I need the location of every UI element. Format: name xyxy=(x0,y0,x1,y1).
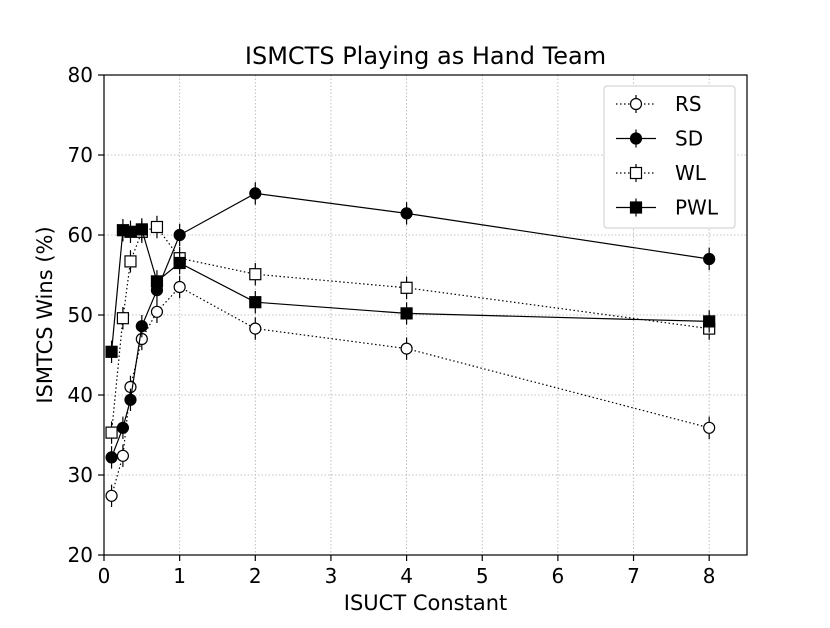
x-tick-label: 2 xyxy=(249,564,262,588)
legend-marker xyxy=(629,201,643,214)
data-point-sd xyxy=(105,451,118,464)
legend-marker xyxy=(629,132,643,145)
data-point-pwl xyxy=(150,275,164,288)
data-point-rs xyxy=(116,449,130,462)
legend: RS SD WL PWL xyxy=(603,85,736,229)
data-point-wl xyxy=(116,312,130,325)
y-tick-label: 60 xyxy=(68,223,93,247)
y-tick-label: 40 xyxy=(68,383,93,407)
data-point-pwl xyxy=(105,345,118,358)
data-point-sd xyxy=(124,393,137,406)
x-tick-label: 4 xyxy=(400,564,413,588)
x-tick-label: 5 xyxy=(476,564,489,588)
series-line-sd xyxy=(111,192,710,458)
data-point-sd xyxy=(703,252,716,266)
data-point-sd xyxy=(400,207,413,220)
series-wl xyxy=(105,215,716,444)
data-point-wl xyxy=(150,220,164,234)
x-tick-label: 0 xyxy=(98,564,111,588)
y-tick-label: 80 xyxy=(68,63,93,87)
legend-item-pwl: PWL xyxy=(616,196,719,220)
legend-item-sd: SD xyxy=(616,127,703,151)
data-point-rs xyxy=(150,305,164,318)
x-tick-label: 3 xyxy=(325,564,338,588)
legend-item-rs: RS xyxy=(616,92,702,116)
y-axis: 20 30 40 50 60 70 80 xyxy=(68,63,104,567)
chart-title: ISMCTS Playing as Hand Team xyxy=(245,42,606,70)
data-point-wl xyxy=(249,268,262,281)
legend-label: WL xyxy=(675,161,707,185)
data-point-sd xyxy=(249,187,262,200)
data-point-pwl xyxy=(400,307,413,320)
series-layer xyxy=(105,182,716,507)
legend-item-wl: WL xyxy=(616,161,707,185)
data-point-wl xyxy=(105,426,118,439)
legend-marker xyxy=(629,166,643,180)
x-tick-label: 8 xyxy=(703,564,716,588)
x-tick-label: 7 xyxy=(627,564,640,588)
legend-marker xyxy=(629,97,643,111)
data-point-rs xyxy=(249,322,262,335)
y-tick-label: 50 xyxy=(68,303,93,327)
y-tick-label: 30 xyxy=(68,463,93,487)
data-point-sd xyxy=(116,421,130,434)
data-point-sd xyxy=(135,320,148,333)
legend-box xyxy=(603,85,736,229)
data-point-rs xyxy=(400,342,413,355)
y-tick-label: 70 xyxy=(68,143,93,167)
series-line-wl xyxy=(110,226,710,433)
data-point-rs xyxy=(703,421,716,434)
data-point-sd xyxy=(173,228,186,242)
y-tick-label: 20 xyxy=(68,543,93,567)
y-axis-label: ISMTCS Wins (%) xyxy=(33,226,57,403)
data-point-pwl xyxy=(173,256,186,270)
legend-label: PWL xyxy=(675,196,719,220)
x-axis-label: ISUCT Constant xyxy=(344,591,507,615)
data-point-pwl xyxy=(124,225,137,238)
data-point-wl xyxy=(124,255,137,268)
x-axis: 0 1 2 3 4 5 6 7 8 xyxy=(98,555,716,588)
series-pwl xyxy=(105,218,716,363)
data-point-rs xyxy=(105,489,118,502)
data-point-pwl xyxy=(135,223,148,236)
data-point-pwl xyxy=(249,296,262,309)
data-point-rs xyxy=(173,280,186,294)
x-tick-label: 6 xyxy=(552,564,565,588)
legend-label: SD xyxy=(675,127,703,151)
legend-label: RS xyxy=(675,92,702,116)
data-point-pwl xyxy=(703,315,716,328)
data-point-wl xyxy=(400,281,413,294)
x-tick-label: 1 xyxy=(173,564,186,588)
